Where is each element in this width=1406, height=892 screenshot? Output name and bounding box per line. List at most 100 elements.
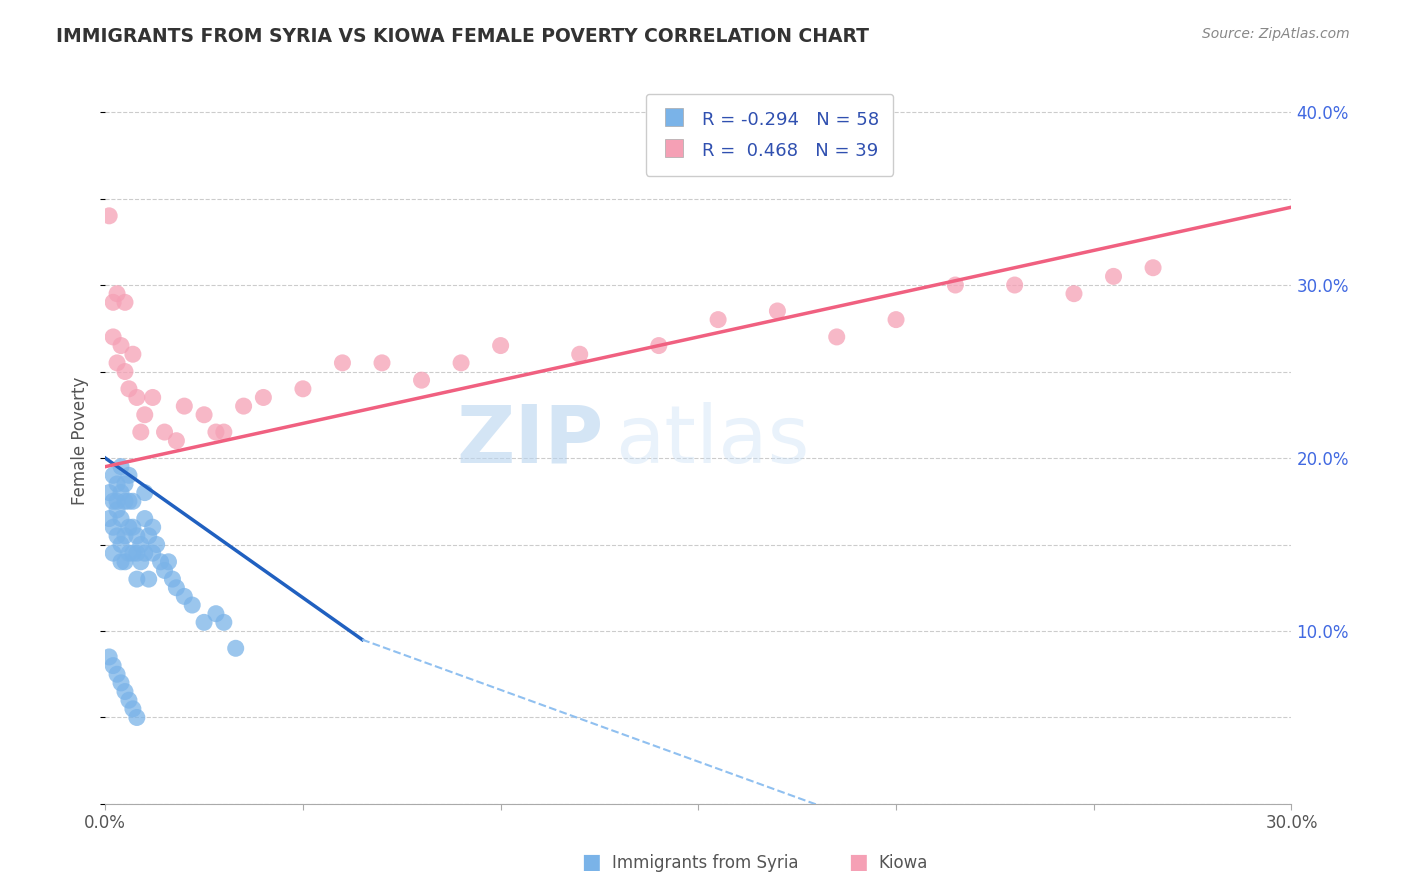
Point bbox=[105, 286, 128, 301]
Point bbox=[225, 641, 247, 656]
Point bbox=[105, 494, 128, 508]
Point bbox=[101, 330, 124, 344]
Point bbox=[138, 529, 160, 543]
Point bbox=[142, 520, 165, 534]
Point bbox=[101, 494, 124, 508]
Text: ■: ■ bbox=[848, 853, 868, 872]
Point bbox=[205, 425, 228, 439]
Point bbox=[134, 511, 156, 525]
Text: ■: ■ bbox=[581, 853, 600, 872]
Point bbox=[110, 338, 132, 352]
Point bbox=[114, 494, 136, 508]
Point bbox=[122, 702, 145, 716]
Point bbox=[291, 382, 314, 396]
Text: atlas: atlas bbox=[616, 401, 810, 480]
Point bbox=[110, 676, 132, 690]
Point bbox=[118, 693, 141, 707]
Point bbox=[118, 546, 141, 560]
Point bbox=[332, 356, 354, 370]
Point bbox=[105, 667, 128, 681]
Point bbox=[101, 658, 124, 673]
Text: Immigrants from Syria: Immigrants from Syria bbox=[612, 855, 799, 872]
Point bbox=[110, 537, 132, 551]
Point bbox=[110, 555, 132, 569]
Point bbox=[165, 434, 187, 448]
Point bbox=[825, 330, 848, 344]
Point bbox=[943, 278, 966, 293]
Point bbox=[205, 607, 228, 621]
Point bbox=[105, 356, 128, 370]
Point bbox=[707, 312, 730, 326]
Point bbox=[122, 347, 145, 361]
Point bbox=[153, 425, 176, 439]
Legend: R = -0.294   N = 58, R =  0.468   N = 39: R = -0.294 N = 58, R = 0.468 N = 39 bbox=[645, 94, 893, 176]
Point bbox=[122, 520, 145, 534]
Point bbox=[101, 295, 124, 310]
Text: Kiowa: Kiowa bbox=[879, 855, 928, 872]
Point bbox=[118, 382, 141, 396]
Point bbox=[129, 537, 152, 551]
Point bbox=[193, 615, 215, 630]
Point bbox=[118, 520, 141, 534]
Text: IMMIGRANTS FROM SYRIA VS KIOWA FEMALE POVERTY CORRELATION CHART: IMMIGRANTS FROM SYRIA VS KIOWA FEMALE PO… bbox=[56, 27, 869, 45]
Point bbox=[125, 710, 148, 724]
Point bbox=[114, 555, 136, 569]
Point bbox=[173, 590, 195, 604]
Point bbox=[149, 555, 172, 569]
Point bbox=[134, 408, 156, 422]
Point bbox=[114, 477, 136, 491]
Text: ZIP: ZIP bbox=[456, 401, 603, 480]
Point bbox=[110, 485, 132, 500]
Point bbox=[118, 468, 141, 483]
Point bbox=[125, 391, 148, 405]
Point bbox=[101, 520, 124, 534]
Point bbox=[1102, 269, 1125, 284]
Point bbox=[125, 572, 148, 586]
Point bbox=[125, 529, 148, 543]
Point bbox=[411, 373, 433, 387]
Point bbox=[98, 511, 121, 525]
Point bbox=[101, 546, 124, 560]
Point bbox=[145, 537, 167, 551]
Point bbox=[766, 304, 789, 318]
Point bbox=[489, 338, 512, 352]
Point bbox=[157, 555, 180, 569]
Point bbox=[105, 529, 128, 543]
Point bbox=[134, 546, 156, 560]
Point bbox=[98, 485, 121, 500]
Point bbox=[122, 494, 145, 508]
Text: Source: ZipAtlas.com: Source: ZipAtlas.com bbox=[1202, 27, 1350, 41]
Point bbox=[212, 425, 235, 439]
Point bbox=[165, 581, 187, 595]
Point bbox=[142, 546, 165, 560]
Point bbox=[138, 572, 160, 586]
Point bbox=[193, 408, 215, 422]
Point bbox=[98, 209, 121, 223]
Point bbox=[1142, 260, 1164, 275]
Point bbox=[1004, 278, 1026, 293]
Point bbox=[173, 399, 195, 413]
Point bbox=[232, 399, 254, 413]
Point bbox=[118, 494, 141, 508]
Point bbox=[371, 356, 394, 370]
Point bbox=[212, 615, 235, 630]
Point bbox=[252, 391, 274, 405]
Point bbox=[105, 477, 128, 491]
Point bbox=[181, 598, 204, 612]
Point bbox=[105, 503, 128, 517]
Point bbox=[125, 546, 148, 560]
Point bbox=[450, 356, 472, 370]
Point bbox=[153, 564, 176, 578]
Point bbox=[114, 684, 136, 698]
Point bbox=[110, 459, 132, 474]
Point bbox=[142, 391, 165, 405]
Point bbox=[129, 555, 152, 569]
Y-axis label: Female Poverty: Female Poverty bbox=[72, 376, 89, 505]
Point bbox=[114, 364, 136, 378]
Point bbox=[1063, 286, 1085, 301]
Point bbox=[884, 312, 907, 326]
Point bbox=[568, 347, 591, 361]
Point bbox=[134, 485, 156, 500]
Point bbox=[110, 511, 132, 525]
Point bbox=[129, 425, 152, 439]
